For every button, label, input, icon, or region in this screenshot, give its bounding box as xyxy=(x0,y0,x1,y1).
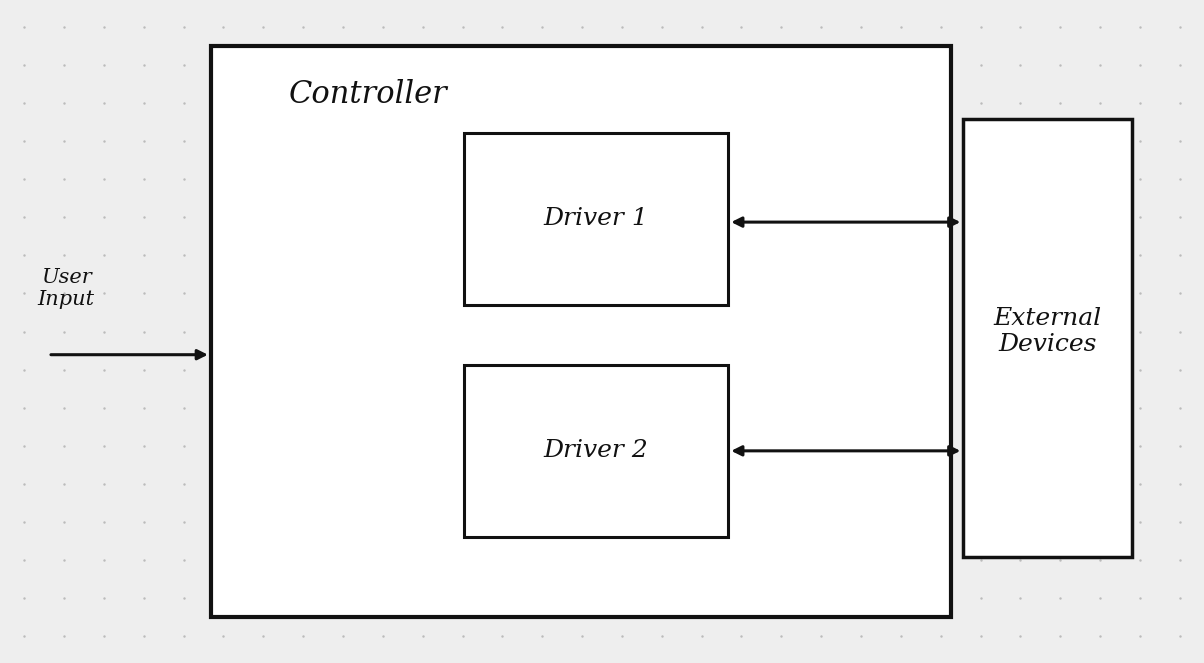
Bar xyxy=(464,133,728,305)
Text: Driver 1: Driver 1 xyxy=(543,208,649,230)
Text: Controller: Controller xyxy=(289,79,448,110)
Bar xyxy=(211,46,951,617)
Text: Driver 2: Driver 2 xyxy=(543,440,649,462)
Bar xyxy=(963,119,1132,557)
Bar xyxy=(464,365,728,537)
Text: User
Input: User Input xyxy=(37,268,95,309)
Text: External
Devices: External Devices xyxy=(993,307,1102,356)
